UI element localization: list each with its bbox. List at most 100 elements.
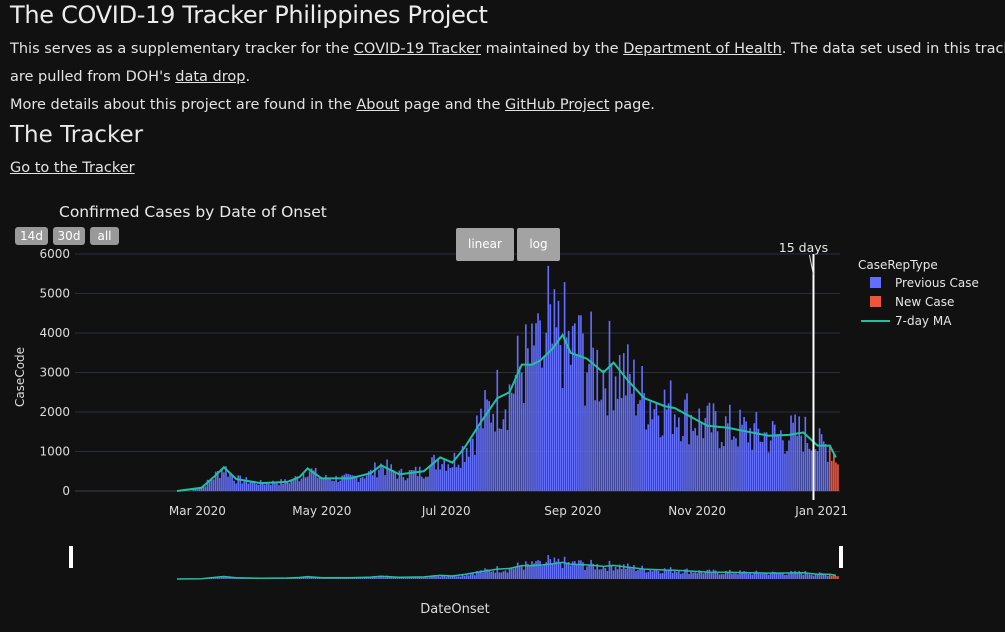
intro-text-4: are pulled from DOH's	[10, 69, 176, 85]
range-slider-right-handle[interactable]	[839, 546, 843, 568]
bar	[765, 432, 768, 491]
minimap-bar	[624, 568, 627, 579]
minimap-bar	[669, 567, 672, 579]
bar	[696, 435, 699, 491]
range-button-label: all	[97, 229, 111, 243]
doh-link[interactable]: Department of Health	[623, 41, 782, 57]
bar	[629, 374, 631, 491]
bar	[221, 469, 223, 491]
bar	[773, 424, 776, 491]
bar	[588, 363, 590, 491]
minimap-bar	[408, 576, 411, 579]
bar	[610, 363, 613, 491]
bar	[631, 393, 633, 491]
bar	[535, 323, 537, 492]
minimap-bar	[616, 569, 619, 579]
data-drop-link[interactable]: data drop	[175, 69, 246, 85]
bar	[469, 438, 472, 491]
bar	[545, 332, 548, 491]
x-tick-label: Mar 2020	[169, 504, 226, 518]
scale-button-log[interactable]: log	[517, 228, 560, 261]
minimap-bar	[796, 573, 798, 579]
bar	[492, 413, 495, 491]
bar	[777, 434, 780, 491]
bar	[347, 474, 350, 491]
minimap-bar	[420, 577, 423, 579]
legend-item-7-day-ma[interactable]: 7-day MA	[861, 314, 952, 328]
bar	[253, 480, 256, 491]
bar	[659, 437, 662, 491]
bar	[400, 468, 403, 491]
range-button-14d[interactable]: 14d	[15, 227, 48, 245]
minimap-bar	[435, 576, 437, 579]
github-link[interactable]: GitHub Project	[505, 97, 610, 113]
minimap-bar	[565, 562, 568, 579]
minimap-bar	[221, 576, 223, 579]
minimap-bar	[306, 577, 309, 579]
legend-item-new-case[interactable]: New Case	[870, 295, 954, 309]
bar	[814, 449, 817, 491]
bar	[522, 403, 525, 491]
bar	[551, 343, 554, 491]
minimap-bar	[629, 566, 631, 579]
bar	[571, 325, 574, 491]
bar	[798, 416, 801, 491]
minimap-bar	[441, 576, 444, 579]
bar	[408, 470, 411, 491]
bar	[278, 485, 280, 491]
minimap-bar	[212, 577, 215, 579]
minimap-bar	[757, 572, 760, 579]
bar	[582, 333, 584, 491]
minimap-bar	[543, 564, 546, 579]
bar	[345, 473, 348, 491]
bar	[404, 480, 407, 491]
bar	[286, 482, 288, 491]
bar	[563, 282, 566, 491]
minimap-bar	[804, 571, 807, 579]
bar	[655, 402, 658, 491]
about-link[interactable]: About	[356, 97, 400, 113]
covid-tracker-link[interactable]: COVID-19 Tracker	[353, 41, 482, 57]
minimap-bar	[219, 577, 221, 579]
minimap-bar	[463, 575, 466, 579]
bar	[257, 484, 260, 491]
range-button-30d[interactable]: 30d	[53, 227, 85, 245]
minimap-bar	[359, 577, 362, 579]
minimap-bar	[416, 577, 419, 579]
minimap-bar	[741, 571, 743, 579]
minimap-bar	[376, 577, 378, 579]
bar	[243, 480, 246, 491]
bar	[710, 432, 713, 491]
bar	[453, 452, 456, 491]
bar	[512, 393, 515, 491]
bar	[406, 478, 409, 491]
bar	[590, 311, 592, 491]
minimap-bar	[753, 571, 756, 579]
bar	[478, 427, 480, 491]
bar	[437, 459, 439, 491]
minimap-bar	[704, 571, 707, 579]
scale-button-label: linear	[468, 237, 502, 251]
bar	[259, 480, 262, 491]
minimap-ma-line	[176, 561, 837, 580]
bar	[557, 300, 560, 491]
minimap-bar	[469, 573, 472, 579]
bar	[553, 289, 556, 491]
range-button-all[interactable]: all	[90, 227, 119, 245]
bar	[555, 327, 558, 491]
bar	[576, 354, 578, 491]
minimap-bar	[606, 570, 609, 579]
minimap-bar	[567, 561, 570, 579]
range-slider-left-handle[interactable]	[69, 546, 73, 568]
minimap-bar	[527, 563, 529, 579]
tracker-link[interactable]: Go to the Tracker	[10, 160, 135, 176]
minimap-bar	[380, 576, 382, 579]
bar	[425, 476, 427, 491]
minimap-bar	[423, 577, 425, 579]
bar	[688, 444, 690, 491]
minimap-bar	[586, 566, 588, 579]
bar	[698, 408, 701, 491]
bar	[537, 313, 539, 491]
scale-button-linear[interactable]: linear	[456, 228, 514, 261]
legend-item-previous-case[interactable]: Previous Case	[870, 276, 979, 290]
